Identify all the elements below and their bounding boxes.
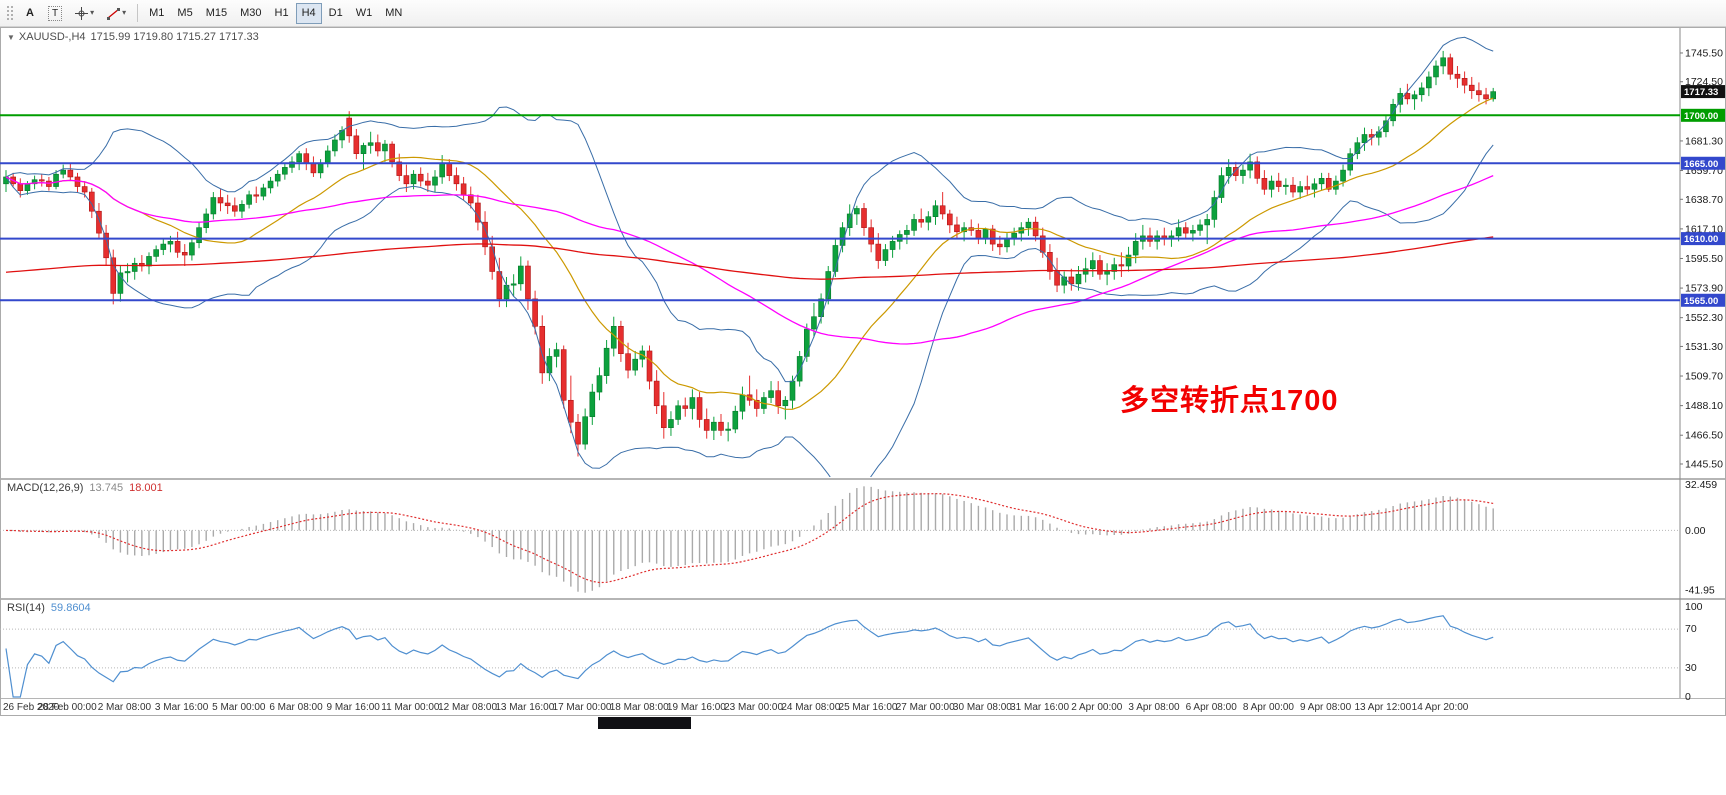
- timeframe-h1-button[interactable]: H1: [269, 3, 295, 24]
- svg-text:19 Mar 16:00: 19 Mar 16:00: [667, 702, 726, 713]
- text-box-icon: T: [48, 5, 63, 21]
- svg-text:1681.30: 1681.30: [1685, 135, 1723, 147]
- svg-text:6 Apr 08:00: 6 Apr 08:00: [1186, 702, 1238, 713]
- grip-dots-icon: [6, 6, 13, 20]
- level-lines-layer: [0, 114, 1680, 302]
- timeframe-m30-button[interactable]: M30: [234, 3, 267, 24]
- bottom-dark-box: [598, 717, 691, 729]
- svg-text:-41.95: -41.95: [1685, 585, 1715, 597]
- crosshair-icon: [75, 6, 89, 20]
- svg-text:1488.10: 1488.10: [1685, 400, 1723, 412]
- svg-text:1700.00: 1700.00: [1684, 111, 1718, 122]
- svg-text:1573.90: 1573.90: [1685, 283, 1723, 295]
- svg-text:8 Apr 00:00: 8 Apr 00:00: [1243, 702, 1295, 713]
- svg-text:70: 70: [1685, 623, 1697, 635]
- svg-text:1466.50: 1466.50: [1685, 430, 1723, 442]
- svg-text:14 Apr 20:00: 14 Apr 20:00: [1412, 702, 1469, 713]
- toolbar-grip-icon[interactable]: [3, 3, 16, 23]
- svg-text:1445.50: 1445.50: [1685, 458, 1723, 470]
- svg-text:3 Mar 16:00: 3 Mar 16:00: [155, 702, 209, 713]
- svg-text:30: 30: [1685, 662, 1697, 674]
- trendline-tool-button[interactable]: ▾: [101, 3, 132, 24]
- svg-text:26 Feb 2020: 26 Feb 2020: [3, 702, 60, 713]
- svg-text:13 Mar 16:00: 13 Mar 16:00: [495, 702, 554, 713]
- trendline-icon: [107, 7, 121, 20]
- svg-text:9 Apr 08:00: 9 Apr 08:00: [1300, 702, 1352, 713]
- caret-down-icon: ▾: [122, 8, 127, 17]
- svg-text:9 Mar 16:00: 9 Mar 16:00: [327, 702, 381, 713]
- svg-text:1565.00: 1565.00: [1684, 296, 1718, 307]
- svg-text:1595.50: 1595.50: [1685, 253, 1723, 265]
- svg-text:1552.30: 1552.30: [1685, 312, 1723, 324]
- timeframe-m1-button[interactable]: M1: [143, 3, 170, 24]
- chart-canvas[interactable]: 1745.501724.501681.301659.701638.701617.…: [0, 27, 1726, 716]
- svg-text:1610.00: 1610.00: [1684, 234, 1718, 245]
- macd-pane: [0, 486, 1679, 593]
- toolbar-separator: [137, 4, 139, 22]
- svg-text:12 Mar 08:00: 12 Mar 08:00: [438, 702, 497, 713]
- rsi-pane: [0, 615, 1679, 698]
- timeframe-mn-button[interactable]: MN: [379, 3, 408, 24]
- toolbar: A T ▾ ▾ M1 M5 M15 M30 H1: [0, 0, 1726, 27]
- svg-text:1531.30: 1531.30: [1685, 341, 1723, 353]
- svg-text:27 Mar 00:00: 27 Mar 00:00: [896, 702, 955, 713]
- svg-text:25 Mar 16:00: 25 Mar 16:00: [839, 702, 898, 713]
- timeframe-m15-button[interactable]: M15: [200, 3, 233, 24]
- svg-text:2 Apr 00:00: 2 Apr 00:00: [1071, 702, 1123, 713]
- svg-text:11 Mar 00:00: 11 Mar 00:00: [381, 702, 440, 713]
- svg-text:1717.33: 1717.33: [1684, 87, 1718, 98]
- svg-text:30 Mar 08:00: 30 Mar 08:00: [953, 702, 1012, 713]
- svg-text:0.00: 0.00: [1685, 525, 1706, 537]
- svg-text:32.459: 32.459: [1685, 479, 1717, 491]
- svg-text:17 Mar 00:00: 17 Mar 00:00: [553, 702, 612, 713]
- text-label-tool-button[interactable]: A: [19, 3, 41, 24]
- svg-text:1745.50: 1745.50: [1685, 47, 1723, 59]
- text-box-tool-button[interactable]: T: [42, 3, 68, 24]
- timeframe-w1-button[interactable]: W1: [350, 3, 379, 24]
- price-axis: 1745.501724.501681.301659.701638.701617.…: [1680, 47, 1725, 703]
- svg-text:1665.00: 1665.00: [1684, 159, 1718, 170]
- svg-text:5 Mar 00:00: 5 Mar 00:00: [212, 702, 266, 713]
- svg-text:1509.70: 1509.70: [1685, 371, 1723, 383]
- svg-text:28 Feb 00:00: 28 Feb 00:00: [38, 702, 97, 713]
- crosshair-tool-button[interactable]: ▾: [69, 3, 100, 24]
- svg-text:100: 100: [1685, 601, 1703, 613]
- timeframe-m5-button[interactable]: M5: [171, 3, 198, 24]
- svg-text:3 Apr 08:00: 3 Apr 08:00: [1128, 702, 1180, 713]
- caret-down-icon: ▾: [90, 8, 95, 17]
- svg-text:2 Mar 08:00: 2 Mar 08:00: [98, 702, 152, 713]
- svg-text:18 Mar 08:00: 18 Mar 08:00: [610, 702, 669, 713]
- candles-layer: [3, 50, 1496, 457]
- timeframe-h4-button[interactable]: H4: [295, 2, 322, 24]
- svg-text:23 Mar 00:00: 23 Mar 00:00: [724, 702, 783, 713]
- chart-collapse-icon[interactable]: ▼: [7, 33, 15, 42]
- indicator-lines-layer: [5, 36, 1494, 477]
- svg-text:1638.70: 1638.70: [1685, 194, 1723, 206]
- timeframe-d1-button[interactable]: D1: [323, 3, 349, 24]
- svg-text:31 Mar 16:00: 31 Mar 16:00: [1010, 702, 1069, 713]
- svg-text:24 Mar 08:00: 24 Mar 08:00: [781, 702, 840, 713]
- svg-text:6 Mar 08:00: 6 Mar 08:00: [269, 702, 323, 713]
- svg-text:13 Apr 12:00: 13 Apr 12:00: [1354, 702, 1411, 713]
- svg-text:0: 0: [1685, 691, 1691, 703]
